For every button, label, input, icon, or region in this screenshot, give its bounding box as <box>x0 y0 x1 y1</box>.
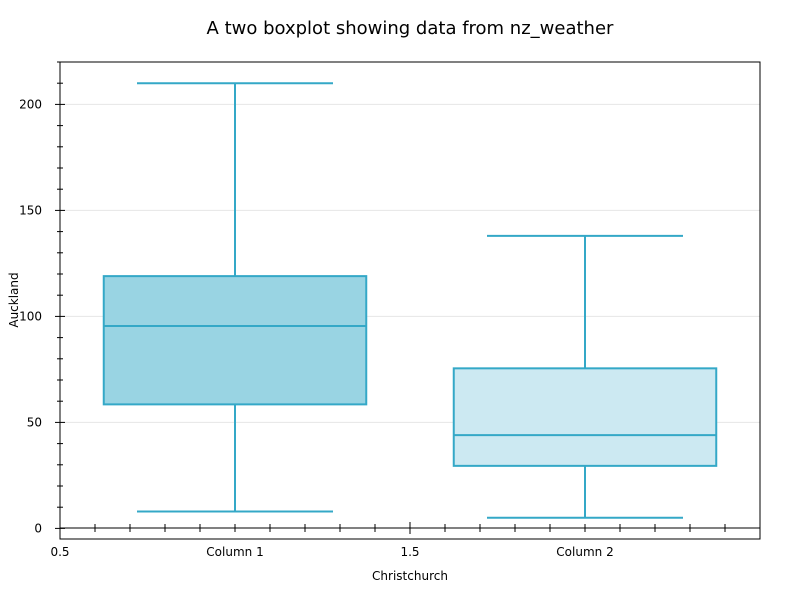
y-axis: 0 50 100 150 200 <box>19 61 65 539</box>
chart-title: A two boxplot showing data from nz_weath… <box>207 18 614 39</box>
box-1 <box>102 82 368 513</box>
y-tick-label: 200 <box>19 97 42 111</box>
x-axis-label: Christchurch <box>372 569 448 583</box>
y-axis-label: Auckland <box>7 272 21 327</box>
y-tick-label: 150 <box>19 203 42 217</box>
x-tick-label: Column 2 <box>556 545 613 559</box>
x-tick-label: Column 1 <box>206 545 263 559</box>
box-2 <box>452 234 718 519</box>
y-tick-label: 50 <box>27 415 42 429</box>
x-tick-label: 1.5 <box>400 545 419 559</box>
box-body <box>452 367 718 467</box>
y-tick-label: 100 <box>19 309 42 323</box>
box-body <box>102 275 368 406</box>
x-axis: 0.5 Column 1 1.5 Column 2 <box>50 522 761 559</box>
x-tick-label: 0.5 <box>50 545 69 559</box>
boxes-layer <box>102 82 718 519</box>
y-tick-label: 0 <box>34 521 42 535</box>
